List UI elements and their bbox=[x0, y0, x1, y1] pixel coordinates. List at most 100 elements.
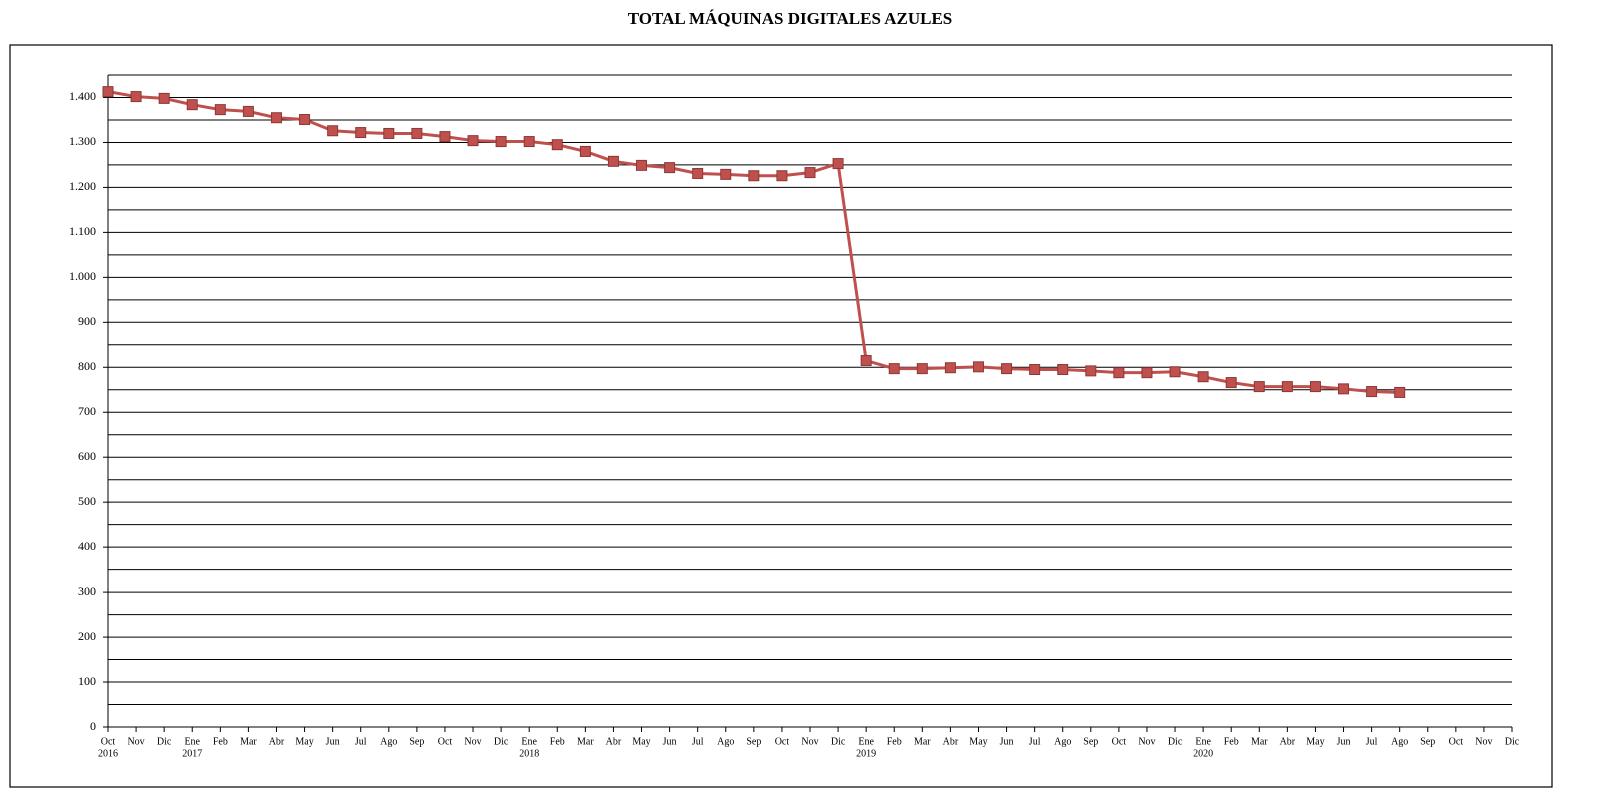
x-tick-label: Abr bbox=[606, 736, 622, 747]
data-point bbox=[1057, 364, 1069, 376]
x-tick-label: Nov bbox=[801, 736, 818, 747]
y-tick-label: 400 bbox=[78, 539, 96, 553]
data-point bbox=[860, 355, 872, 367]
data-point bbox=[720, 168, 732, 180]
x-year-label: 2020 bbox=[1193, 748, 1213, 759]
x-tick-label: Mar bbox=[240, 736, 257, 747]
data-point bbox=[242, 105, 254, 117]
x-tick-label: Ago bbox=[717, 736, 734, 747]
data-point bbox=[551, 139, 563, 151]
x-tick-label: Feb bbox=[887, 736, 902, 747]
y-tick-label: 0 bbox=[90, 719, 96, 733]
x-tick-label: Jun bbox=[326, 736, 340, 747]
x-tick-label: Dic bbox=[1505, 736, 1520, 747]
data-point bbox=[1029, 364, 1041, 376]
data-point bbox=[158, 92, 170, 104]
y-tick-label: 700 bbox=[78, 404, 96, 418]
x-tick-label: May bbox=[632, 736, 650, 747]
x-tick-label: Mar bbox=[914, 736, 931, 747]
data-point bbox=[748, 170, 760, 182]
data-point bbox=[776, 170, 788, 182]
y-tick-label: 500 bbox=[78, 494, 96, 508]
data-point bbox=[832, 158, 844, 170]
data-point bbox=[888, 363, 900, 375]
x-tick-label: Feb bbox=[1224, 736, 1239, 747]
y-tick-label: 200 bbox=[78, 629, 96, 643]
data-point bbox=[214, 104, 226, 116]
data-point bbox=[1366, 386, 1378, 398]
data-point bbox=[916, 363, 928, 375]
data-point bbox=[467, 135, 479, 147]
data-point bbox=[1338, 383, 1350, 395]
x-tick-label: Ago bbox=[1391, 736, 1408, 747]
data-point bbox=[1394, 386, 1406, 398]
y-tick-label: 1.300 bbox=[69, 134, 96, 148]
x-tick-label: Ago bbox=[380, 736, 397, 747]
series-line bbox=[107, 90, 1400, 394]
x-tick-label: Ene bbox=[184, 736, 200, 747]
x-tick-label: Jun bbox=[663, 736, 677, 747]
x-tick-label: May bbox=[295, 736, 313, 747]
x-tick-label: Feb bbox=[213, 736, 228, 747]
data-point bbox=[636, 159, 648, 171]
y-tick-label: 100 bbox=[78, 674, 96, 688]
x-tick-label: Dic bbox=[831, 736, 846, 747]
x-year-label: 2019 bbox=[856, 748, 876, 759]
x-tick-label: Sep bbox=[409, 736, 424, 747]
x-tick-label: Oct bbox=[1449, 736, 1464, 747]
y-tick-label: 300 bbox=[78, 584, 96, 598]
x-tick-label: Ene bbox=[1195, 736, 1211, 747]
data-point bbox=[664, 162, 676, 174]
y-tick-label: 900 bbox=[78, 314, 96, 328]
y-tick-label: 1.400 bbox=[69, 89, 96, 103]
data-point bbox=[1001, 363, 1013, 375]
x-tick-label: Mar bbox=[1251, 736, 1268, 747]
x-tick-label: Feb bbox=[550, 736, 565, 747]
x-tick-label: Oct bbox=[1112, 736, 1127, 747]
x-tick-label: Jul bbox=[1029, 736, 1041, 747]
data-point bbox=[1085, 365, 1097, 377]
x-tick-label: Oct bbox=[101, 736, 116, 747]
chart-frame bbox=[9, 44, 1553, 788]
x-tick-label: Dic bbox=[157, 736, 172, 747]
x-tick-label: Jul bbox=[1366, 736, 1378, 747]
x-tick-label: Oct bbox=[775, 736, 790, 747]
x-tick-label: May bbox=[969, 736, 987, 747]
x-tick-label: Jul bbox=[692, 736, 704, 747]
y-tick-label: 1.200 bbox=[69, 179, 96, 193]
x-year-label: 2016 bbox=[98, 748, 118, 759]
x-year-label: 2017 bbox=[182, 748, 202, 759]
x-tick-label: Ene bbox=[858, 736, 874, 747]
data-point bbox=[327, 125, 339, 137]
data-point bbox=[299, 114, 311, 126]
data-point bbox=[972, 361, 984, 373]
x-tick-label: Oct bbox=[438, 736, 453, 747]
x-tick-label: May bbox=[1306, 736, 1324, 747]
data-point bbox=[130, 91, 142, 103]
chart-title: TOTAL MÁQUINAS DIGITALES AZULES bbox=[628, 9, 953, 28]
data-point bbox=[495, 136, 507, 148]
x-tick-label: Jul bbox=[355, 736, 367, 747]
y-tick-label: 800 bbox=[78, 359, 96, 373]
x-tick-label: Dic bbox=[494, 736, 509, 747]
x-tick-label: Nov bbox=[127, 736, 144, 747]
data-point bbox=[1113, 367, 1125, 379]
data-point bbox=[804, 167, 816, 179]
data-point bbox=[186, 99, 198, 111]
data-point bbox=[411, 127, 423, 139]
data-point bbox=[607, 155, 619, 167]
x-tick-label: Sep bbox=[1420, 736, 1435, 747]
x-tick-label: Ene bbox=[521, 736, 537, 747]
x-tick-label: Sep bbox=[746, 736, 761, 747]
x-tick-label: Abr bbox=[1280, 736, 1296, 747]
data-point bbox=[439, 131, 451, 143]
x-tick-label: Jun bbox=[1000, 736, 1014, 747]
data-point bbox=[1225, 377, 1237, 389]
x-tick-label: Sep bbox=[1083, 736, 1098, 747]
x-tick-label: Abr bbox=[943, 736, 959, 747]
x-tick-label: Ago bbox=[1054, 736, 1071, 747]
data-point bbox=[523, 136, 535, 148]
data-point bbox=[1281, 381, 1293, 393]
x-tick-label: Dic bbox=[1168, 736, 1183, 747]
